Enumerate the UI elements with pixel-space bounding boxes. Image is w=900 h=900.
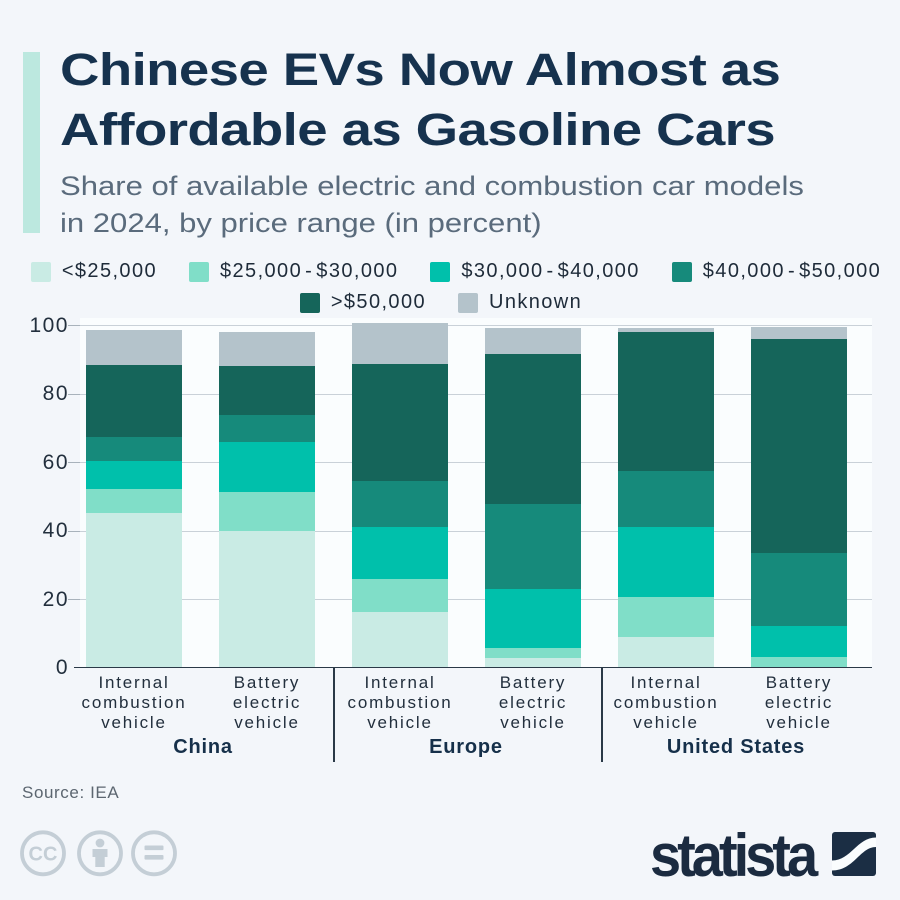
svg-text:CC: CC bbox=[29, 844, 58, 866]
